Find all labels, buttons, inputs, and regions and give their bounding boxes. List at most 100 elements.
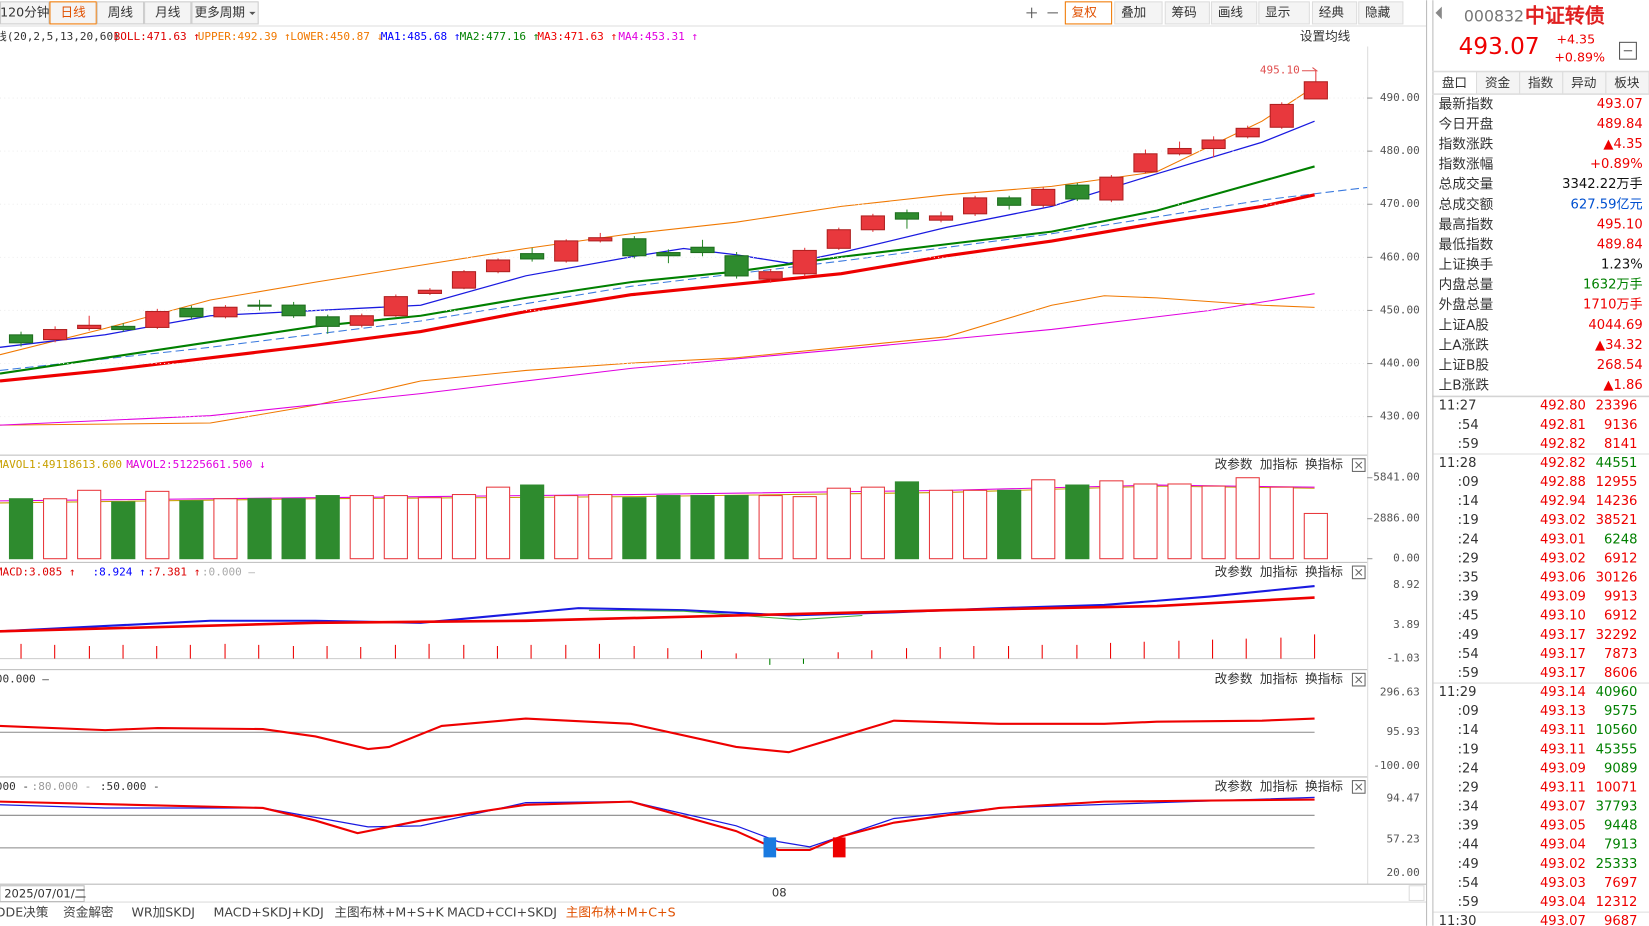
tool-button[interactable] — [1258, 1, 1310, 25]
trade-volume: 23396 — [1596, 399, 1638, 414]
trade-price: 493.13 — [1540, 704, 1586, 719]
trade-time: :59 — [1458, 437, 1479, 452]
formula-tab[interactable]: MACD+SKDJ+KDJ — [213, 905, 323, 920]
period-button[interactable] — [191, 1, 259, 25]
close-x — [1355, 783, 1363, 791]
stat-label: 最高指数 — [1439, 216, 1494, 233]
formula-tab[interactable]: MACD+CCI+SKDJ — [447, 905, 557, 920]
macd-legend: :8.924 ↑ — [93, 565, 146, 578]
y-tick-label: 296.63 — [1380, 685, 1420, 698]
trade-price: 493.14 — [1540, 685, 1586, 700]
period-button[interactable] — [96, 1, 145, 25]
y-tick-label: 3.89 — [1393, 618, 1420, 631]
stat-label: 内盘总量 — [1439, 276, 1494, 293]
trade-price: 493.07 — [1540, 800, 1586, 815]
tool-button[interactable] — [1358, 1, 1404, 25]
volume-bar — [690, 495, 715, 560]
formula-tab[interactable]: 主图布林+M+C+S — [566, 905, 676, 920]
trade-price: 492.82 — [1540, 437, 1586, 452]
kdj-legend: 000 - — [0, 780, 29, 793]
panel-button[interactable]: 加指标 — [1260, 671, 1298, 686]
trade-time: :39 — [1458, 819, 1479, 834]
stat-label: 上A涨跌 — [1439, 337, 1490, 353]
panel-button[interactable]: 换指标 — [1305, 564, 1343, 579]
period-button[interactable] — [49, 1, 97, 25]
stat-label: 总成交量 — [1439, 176, 1494, 193]
tool-button[interactable] — [1114, 1, 1163, 25]
candle-body — [792, 249, 817, 275]
volume-bar — [894, 481, 920, 560]
candle-body — [894, 212, 920, 220]
tool-label: 隐藏 — [1365, 4, 1391, 19]
trade-price: 492.80 — [1540, 399, 1586, 414]
trade-volume: 9687 — [1604, 914, 1637, 926]
panel-button[interactable]: 改参数 — [1215, 778, 1253, 793]
trade-time: :09 — [1458, 704, 1479, 719]
volume-bar — [451, 494, 477, 560]
panel-button[interactable]: 换指标 — [1305, 671, 1343, 686]
trade-volume: 6912 — [1604, 551, 1637, 566]
close-box[interactable] — [1351, 458, 1366, 472]
panel-button[interactable]: 换指标 — [1305, 457, 1343, 472]
quote-tab[interactable] — [1605, 71, 1649, 95]
panel-button[interactable]: 加指标 — [1260, 564, 1298, 579]
candle-body — [77, 324, 102, 330]
stat-label: 上证B股 — [1439, 358, 1490, 374]
close-box[interactable] — [1351, 780, 1366, 794]
panel-button[interactable]: 加指标 — [1260, 457, 1298, 472]
volume-bar — [315, 495, 340, 560]
trade-time: :49 — [1458, 628, 1479, 643]
close-box[interactable] — [1351, 565, 1366, 580]
tool-button[interactable] — [1164, 1, 1210, 25]
candle-body — [622, 238, 647, 257]
stat-label: 最新指数 — [1439, 96, 1494, 112]
trade-volume: 8606 — [1604, 666, 1637, 681]
tool-button[interactable] — [1064, 1, 1113, 25]
panel-button[interactable]: 改参数 — [1215, 457, 1253, 472]
tool-label: 叠加 — [1121, 4, 1146, 19]
y-tick-label: 57.23 — [1387, 832, 1420, 845]
stat-value: 1.23% — [1601, 258, 1643, 273]
panel-button[interactable]: 加指标 — [1260, 778, 1298, 793]
trade-volume: 25333 — [1596, 857, 1638, 872]
stat-value: 489.84 — [1597, 117, 1643, 132]
volume-bar — [1235, 477, 1260, 560]
period-button[interactable] — [0, 1, 50, 25]
formula-tab[interactable]: WR加SKDJ — [131, 905, 195, 920]
volume-bar — [417, 497, 443, 560]
close-box[interactable] — [1351, 672, 1366, 687]
trade-price: 493.06 — [1540, 570, 1586, 585]
main-legend: MA4:453.31 ↑ — [618, 30, 698, 43]
volume-bar — [1133, 483, 1158, 560]
tool-button[interactable] — [1311, 1, 1358, 25]
panel-button[interactable]: 改参数 — [1215, 671, 1253, 686]
volume-bar — [281, 498, 306, 560]
panel-button[interactable]: 换指标 — [1305, 778, 1343, 793]
candle-body — [758, 271, 783, 280]
trade-time: :34 — [1458, 800, 1479, 815]
quote-tab-label: 板块 — [1614, 75, 1640, 90]
candle-body — [588, 237, 613, 242]
main-legend: BOLL:471.63 ↑ — [114, 30, 200, 43]
formula-tab[interactable]: 资金解密 — [63, 905, 114, 920]
tool-button[interactable] — [1210, 1, 1258, 25]
trade-volume: 30126 — [1596, 570, 1638, 585]
volume-bar — [43, 498, 68, 560]
ma-setting[interactable]: 设置均线 — [1300, 29, 1351, 44]
candle-body — [1269, 103, 1294, 128]
panel-button[interactable]: 改参数 — [1215, 564, 1253, 579]
trade-time: :19 — [1458, 742, 1479, 757]
stat-value: +0.89% — [1590, 157, 1643, 172]
period-button[interactable] — [144, 1, 192, 25]
stat-label: 外盘总量 — [1439, 296, 1494, 313]
tool-label: 显示 — [1265, 4, 1290, 19]
kdj-lines — [0, 796, 1315, 858]
trade-volume: 6248 — [1604, 532, 1637, 547]
trade-price: 493.11 — [1540, 742, 1586, 757]
trade-volume: 37793 — [1596, 800, 1638, 815]
candle-body — [485, 259, 511, 273]
volume-bar — [826, 487, 851, 560]
formula-tab[interactable]: 主图布林+M+S+K — [334, 905, 444, 920]
formula-tab[interactable]: DDE决策 — [0, 905, 49, 920]
y-tick-label: 95.93 — [1387, 725, 1420, 738]
